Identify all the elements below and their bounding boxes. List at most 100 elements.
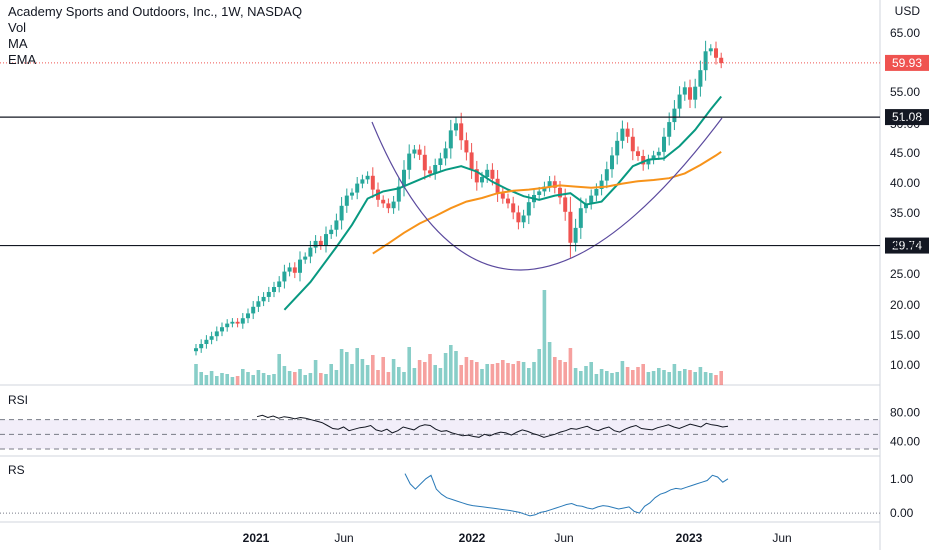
candle-body [490,169,495,179]
candle-body [438,158,443,165]
candle-body [620,128,625,141]
legend-vol[interactable]: Vol [8,20,27,35]
candle-body [563,197,568,212]
level-tag [885,109,929,126]
volume-bar [703,372,708,385]
candle-body [334,220,339,230]
price-tick-label: 25.00 [890,267,920,281]
volume-bar [651,371,656,385]
volume-bar [501,360,505,385]
price-tick-label: 15.00 [890,328,920,342]
candle-body [303,256,308,260]
volume-bar [391,359,396,385]
volume-bar [246,372,250,385]
candle-body [464,140,469,153]
volume-bar [667,372,671,385]
candle-body [313,240,318,248]
candle-body [209,336,214,340]
volume-bar [511,364,515,385]
candle-body [719,57,724,64]
candle-body [662,136,666,152]
rsi-label[interactable]: RSI [8,393,29,407]
candle-body [272,287,276,292]
volume-bar [199,372,203,385]
volume-bar [636,367,640,385]
rs-tick-label: 1.00 [890,472,914,486]
volume-bar [558,360,562,385]
volume-bar [527,368,531,385]
candle-body [610,155,614,170]
candle-body [547,181,552,187]
candle-body [578,208,583,228]
volume-bar [521,362,526,385]
rs-pane [0,473,880,517]
candle-body [521,215,526,223]
price-tick-label: 45.00 [890,146,920,160]
candle-body [256,301,261,307]
time-tick-label: 2023 [676,531,703,545]
candle-body [646,159,651,165]
candle-body [308,247,313,257]
volume-bar [412,368,417,385]
candle-body [386,203,391,209]
candle-body [422,154,427,171]
candle-body [469,152,474,170]
volume-bar [209,371,214,385]
volume-bar [698,367,703,385]
legend-ema[interactable]: EMA [8,52,37,67]
candle-body [282,271,287,282]
volume-bar [267,375,271,385]
volume-bar [345,352,349,385]
volume-bar [454,351,458,385]
ema-line [372,150,722,255]
volume-bar [282,366,287,385]
volume-bar [293,372,297,385]
rsi-tick-label: 40.00 [890,435,920,449]
candle-body [225,323,230,328]
candle-body [589,195,594,204]
level-tag-label: 51.08 [892,110,922,124]
volume-bar [287,371,292,385]
candle-body [251,306,256,314]
volume-bar [506,363,510,385]
volume-bar [709,373,713,385]
candle-body [240,318,245,324]
candle-body [604,169,609,181]
volume-bar [677,371,682,385]
candle-body [495,178,500,194]
volume-bar [605,371,609,385]
level-tag-label: 29.74 [892,239,922,253]
volume-bar [235,376,240,385]
legend-ma[interactable]: MA [8,36,28,51]
volume-bar [688,370,692,385]
volume-bar [272,374,276,385]
candle-body [339,205,344,221]
volume-bar [381,357,385,385]
volume-bar [194,364,198,385]
candle-body [448,130,453,149]
price-tick-label: 30.00 [890,237,920,251]
candle-body [194,348,198,352]
volume-bar [407,347,411,385]
candle-body [324,234,328,246]
candle-body [402,169,406,187]
volume-bar [568,348,573,385]
volume-bar [241,369,245,385]
last-price-tag [885,54,929,71]
candle-body [287,267,292,272]
candle-body [599,180,604,189]
candle-body [235,321,240,324]
candle-body [672,108,677,123]
currency-label[interactable]: USD [894,4,920,18]
candle-body [433,165,438,174]
volume-bar [423,362,427,385]
legend: Academy Sports and Outdoors, Inc., 1W, N… [8,4,302,68]
volume-bar [464,357,469,385]
ma-line [283,95,722,311]
candle-body [417,149,422,155]
rs-label[interactable]: RS [8,463,25,477]
candle-body [526,202,531,216]
candle-body [246,313,250,319]
last-price-label: 59.93 [892,56,922,70]
